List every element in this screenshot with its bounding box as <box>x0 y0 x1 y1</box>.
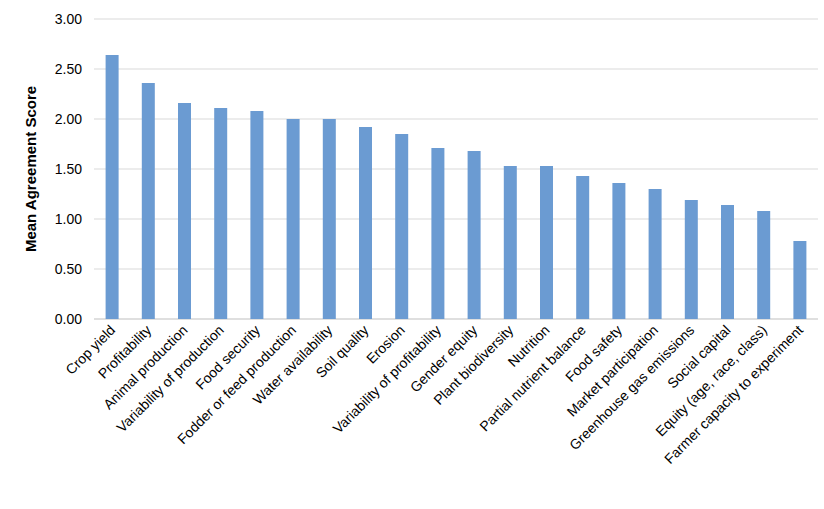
bar <box>757 211 770 319</box>
y-axis-title: Mean Agreement Score <box>22 86 39 252</box>
bar <box>214 108 227 319</box>
bar <box>395 134 408 319</box>
bar <box>287 119 300 319</box>
bar <box>612 183 625 319</box>
bar <box>431 148 444 319</box>
x-tick-label: Farmer capacity to experiment <box>661 322 806 467</box>
grid-line <box>94 119 818 120</box>
grid-line <box>94 19 818 20</box>
chart: 0.00 0.50 1.00 1.50 2.00 2.50 3.00 Mean Agreeme… <box>0 0 824 509</box>
bar <box>323 119 336 319</box>
bars <box>106 55 807 319</box>
y-tick-label: 0.50 <box>55 261 82 277</box>
grid-line <box>94 269 818 270</box>
bar <box>649 189 662 319</box>
grid-line <box>94 69 818 70</box>
bar <box>540 166 553 319</box>
y-tick-label: 3.00 <box>55 11 82 27</box>
bar <box>142 83 155 319</box>
y-tick-label: 1.00 <box>55 211 82 227</box>
y-tick-label: 2.00 <box>55 111 82 127</box>
grid-line <box>94 169 818 170</box>
x-tick-label: Soil quality <box>312 322 371 381</box>
bar <box>504 166 517 319</box>
y-tick-label: 1.50 <box>55 161 82 177</box>
y-tick-label: 0.00 <box>55 311 82 327</box>
bar <box>468 151 481 319</box>
bar <box>576 176 589 319</box>
bar <box>721 205 734 319</box>
grid-line <box>94 219 818 220</box>
y-tick-label: 2.50 <box>55 61 82 77</box>
bar <box>178 103 191 319</box>
bar <box>359 127 372 319</box>
bar <box>685 200 698 319</box>
bar <box>106 55 119 319</box>
bar <box>793 241 806 319</box>
y-axis-line <box>94 19 95 319</box>
x-axis-line <box>94 319 818 320</box>
bar <box>250 111 263 319</box>
